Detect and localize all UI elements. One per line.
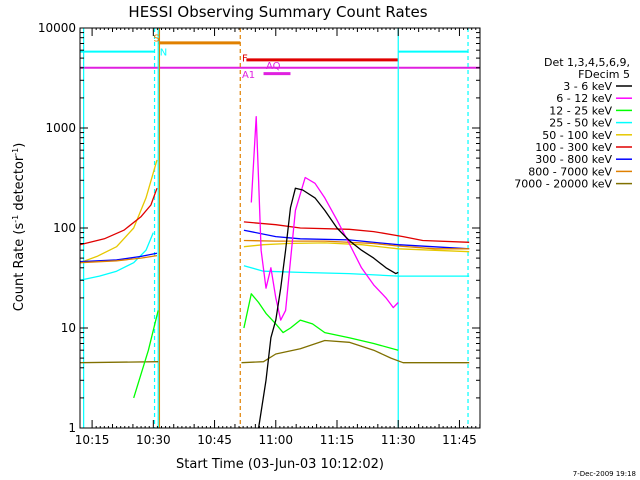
y-axis-label-exp1: -1 bbox=[11, 215, 20, 223]
y-axis-label-mid: detector bbox=[12, 155, 27, 215]
x-tick-label-3: 11:00 bbox=[258, 433, 293, 447]
legend-label-7: 800 - 7000 keV bbox=[528, 165, 612, 178]
legend-label-6: 300 - 800 keV bbox=[535, 153, 612, 166]
x-axis-label: Start Time (03-Jun-03 10:12:02) bbox=[176, 457, 384, 472]
plot-area: SN F A1 AQ bbox=[79, 28, 480, 429]
series-line-11 bbox=[243, 239, 470, 250]
series-line-14 bbox=[250, 115, 399, 321]
y-tick-label-3: 1000 bbox=[45, 121, 76, 135]
legend-header-2: FDecim 5 bbox=[578, 68, 630, 81]
annotation-4: AQ bbox=[266, 61, 281, 72]
series-line-8 bbox=[243, 265, 470, 277]
x-tick-label-0: 10:15 bbox=[75, 433, 110, 447]
legend-label-8: 7000 - 20000 keV bbox=[514, 178, 612, 191]
y-axis-label-close: ) bbox=[12, 143, 27, 148]
series-line-12 bbox=[243, 242, 470, 253]
legend-label-4: 50 - 100 keV bbox=[542, 129, 612, 142]
series-line-7 bbox=[241, 339, 470, 364]
chart-title: HESSI Observing Summary Count Rates bbox=[128, 3, 427, 21]
x-tick-label-4: 11:15 bbox=[320, 433, 355, 447]
y-tick-label-2: 100 bbox=[53, 221, 76, 235]
series-line-4 bbox=[79, 252, 158, 263]
y-tick-label-4: 10000 bbox=[38, 21, 76, 35]
legend-label-3: 25 - 50 keV bbox=[549, 117, 612, 130]
y-tick-label-0: 1 bbox=[68, 421, 76, 435]
y-tick-label-1: 10 bbox=[61, 321, 76, 335]
legend-label-2: 12 - 25 keV bbox=[549, 104, 612, 117]
y-axis-label-exp2: -1 bbox=[11, 148, 20, 156]
y-axis-label: Count Rate (s-1 detector-1) bbox=[11, 143, 27, 312]
series-line-5 bbox=[79, 254, 158, 264]
legend-header-1: Det 1,3,4,5,6,9, bbox=[544, 56, 630, 69]
legend-label-5: 100 - 300 keV bbox=[535, 141, 612, 154]
annotation-3: A1 bbox=[242, 70, 255, 81]
x-tick-label-2: 10:45 bbox=[197, 433, 232, 447]
y-axis-label-main: Count Rate (s bbox=[12, 223, 27, 312]
annotation-2: F bbox=[242, 54, 248, 65]
series-line-2 bbox=[79, 159, 158, 264]
series-line-0 bbox=[79, 232, 154, 281]
series-line-13 bbox=[243, 293, 399, 351]
annotation-1: N bbox=[160, 48, 167, 59]
x-tick-label-1: 10:30 bbox=[136, 433, 171, 447]
legend-label-1: 6 - 12 keV bbox=[556, 92, 612, 105]
x-tick-label-6: 11:45 bbox=[442, 433, 477, 447]
series-line-15 bbox=[257, 187, 399, 429]
annotation-0: S bbox=[153, 34, 159, 45]
series-line-3 bbox=[79, 187, 158, 246]
series-line-9 bbox=[243, 221, 470, 243]
legend-label-0: 3 - 6 keV bbox=[563, 80, 612, 93]
series-line-6 bbox=[133, 310, 159, 399]
axes: 1 10 100 1000 10000 10:15 10:30 10:45 11:00 11:15… bbox=[38, 21, 481, 447]
x-tick-label-5: 11:30 bbox=[381, 433, 416, 447]
footer-timestamp: 7-Dec-2009 19:18 bbox=[573, 470, 636, 478]
series-line-10 bbox=[243, 229, 470, 250]
